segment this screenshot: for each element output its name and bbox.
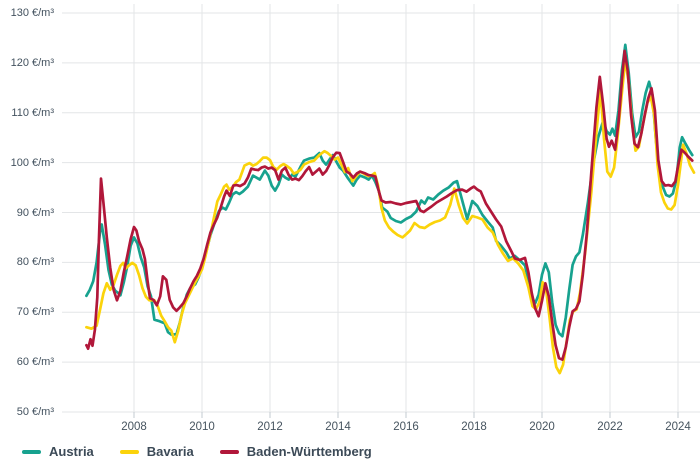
legend-label-austria: Austria bbox=[49, 444, 94, 459]
austria-line-swatch bbox=[22, 450, 41, 454]
x-tick-label: 2008 bbox=[121, 421, 147, 433]
bavaria-line-swatch bbox=[119, 450, 139, 454]
x-tick-label: 2024 bbox=[665, 421, 691, 433]
y-tick-label: 50 €/m³ bbox=[16, 406, 54, 418]
y-tick-label: 110 €/m³ bbox=[11, 106, 54, 119]
x-tick-label: 2010 bbox=[189, 421, 215, 433]
y-tick-label: 130 €/m³ bbox=[10, 7, 54, 19]
legend-item-austria[interactable]: Austria bbox=[22, 444, 94, 460]
legend-label-bavaria: Bavaria bbox=[146, 444, 194, 459]
y-tick-label: 60 €/m³ bbox=[16, 356, 54, 369]
y-tick-label: 90 €/m³ bbox=[16, 206, 54, 219]
chart-legend: Austria Bavaria Baden-Württemberg bbox=[22, 444, 372, 460]
y-tick-label: 120 €/m³ bbox=[10, 56, 54, 69]
series-line-baden-w-rttemberg bbox=[85, 49, 694, 361]
y-tick-label: 70 €/m³ bbox=[16, 306, 54, 319]
x-tick-label: 2018 bbox=[461, 421, 487, 433]
legend-item-bavaria[interactable]: Bavaria bbox=[119, 444, 194, 460]
legend-item-baden-wuerttemberg[interactable]: Baden-Württemberg bbox=[219, 444, 372, 460]
x-tick-label: 2020 bbox=[529, 421, 555, 433]
x-tick-label: 2022 bbox=[597, 421, 623, 433]
y-tick-label: 100 €/m³ bbox=[10, 156, 54, 169]
legend-label-baden-wuerttemberg: Baden-Württemberg bbox=[246, 444, 372, 459]
x-tick-label: 2016 bbox=[393, 421, 419, 433]
baden-wuerttemberg-line-swatch bbox=[219, 450, 239, 454]
x-tick-label: 2012 bbox=[257, 421, 283, 433]
y-tick-label: 80 €/m³ bbox=[16, 256, 54, 269]
x-tick-label: 2014 bbox=[325, 421, 351, 433]
